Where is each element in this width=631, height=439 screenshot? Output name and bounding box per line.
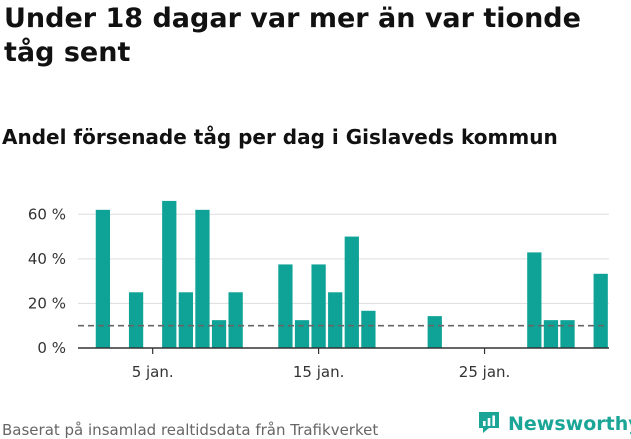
source-note: Baserat på insamlad realtidsdata från Tr…: [2, 421, 379, 439]
x-tick-label-1: 15 jan.: [293, 363, 345, 381]
bar-3: [178, 292, 193, 348]
bar-14: [527, 252, 542, 348]
bar-5: [211, 320, 227, 348]
brand: Newsworthy: [476, 409, 631, 439]
bar-7: [278, 264, 293, 348]
bar-9: [311, 264, 326, 348]
x-tick-label-0: 5 jan.: [132, 363, 174, 381]
bar-16: [560, 320, 575, 348]
bar-2: [162, 200, 177, 348]
y-tick-label-3: 60 %: [28, 205, 66, 223]
newsworthy-logo-icon: [476, 409, 502, 439]
bar-8: [294, 320, 310, 348]
y-tick-label-1: 20 %: [28, 294, 66, 312]
x-tick-label-2: 25 jan.: [459, 363, 511, 381]
bar-13: [427, 316, 442, 348]
bar-10: [328, 292, 343, 348]
bar-12: [361, 310, 376, 348]
y-tick-label-0: 0 %: [37, 339, 66, 357]
bar-11: [344, 236, 359, 348]
bars: [95, 200, 608, 348]
axes: 5 jan. 15 jan. 25 jan.: [78, 347, 609, 381]
y-tick-label-2: 40 %: [28, 250, 66, 268]
bar-4: [195, 209, 210, 348]
bar-15: [543, 320, 559, 348]
bar-6: [228, 292, 243, 348]
bar-1: [128, 292, 144, 348]
brand-name: Newsworthy: [508, 413, 631, 435]
chart-title: Under 18 dagar var mer än var tionde tåg…: [4, 3, 581, 68]
bar-17: [593, 273, 608, 348]
bar-chart: 0 % 20 % 40 % 60 % 5 jan. 15 jan. 25 jan.: [28, 200, 609, 381]
bar-0: [95, 209, 111, 348]
chart-subtitle: Andel försenade tåg per dag i Gislaveds …: [2, 125, 558, 149]
